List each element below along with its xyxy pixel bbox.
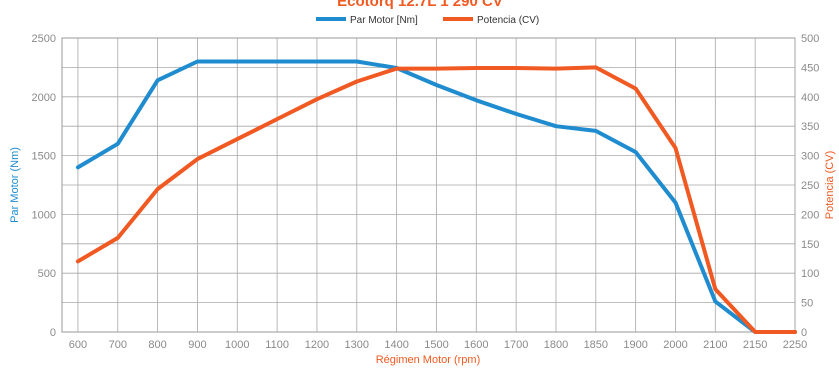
x-tick-label: 1400 — [384, 339, 408, 351]
y-right-tick-label: 100 — [801, 268, 819, 280]
chart-title: Ecotorq 12.7L 1 290 CV — [337, 0, 503, 10]
left-axis-title: Par Motor (Nm) — [9, 147, 21, 223]
y-right-tick-label: 500 — [801, 33, 819, 45]
y-left-tick-label: 2000 — [32, 92, 56, 104]
left-axis-ticks: 0 500 1000 1500 2000 2500 — [32, 33, 56, 339]
right-axis-title: Potencia (CV) — [824, 151, 836, 219]
x-tick-label: 1900 — [623, 339, 647, 351]
y-right-tick-label: 300 — [801, 151, 819, 163]
y-left-tick-label: 2500 — [32, 33, 56, 45]
y-right-tick-label: 350 — [801, 121, 819, 133]
y-left-tick-label: 0 — [50, 327, 56, 339]
legend: Par Motor [Nm] Potencia (CV) — [316, 15, 539, 26]
x-axis-title: Régimen Motor (rpm) — [376, 354, 481, 366]
x-tick-label: 2250 — [783, 339, 807, 351]
y-right-tick-label: 450 — [801, 62, 819, 74]
x-tick-label: 2000 — [663, 339, 687, 351]
y-right-tick-label: 0 — [801, 327, 807, 339]
x-tick-label: 1200 — [305, 339, 329, 351]
x-tick-label: 1800 — [544, 339, 568, 351]
y-left-tick-label: 1500 — [32, 151, 56, 163]
x-tick-label: 1300 — [345, 339, 369, 351]
x-tick-label: 1700 — [504, 339, 528, 351]
potencia-line — [75, 65, 797, 334]
x-tick-label: 1000 — [225, 339, 249, 351]
y-right-tick-label: 250 — [801, 180, 819, 192]
y-right-tick-label: 150 — [801, 239, 819, 251]
par-motor-line — [75, 59, 797, 334]
y-right-tick-label: 50 — [801, 298, 813, 310]
y-left-tick-label: 1000 — [32, 209, 56, 221]
x-tick-label: 800 — [148, 339, 166, 351]
y-right-tick-label: 200 — [801, 209, 819, 221]
legend-label-par-motor: Par Motor [Nm] — [350, 15, 418, 26]
series-lines — [75, 59, 797, 334]
x-tick-label: 900 — [188, 339, 206, 351]
y-right-tick-label: 400 — [801, 92, 819, 104]
x-tick-label: 600 — [69, 339, 87, 351]
legend-label-potencia: Potencia (CV) — [477, 15, 539, 26]
x-tick-label: 1850 — [584, 339, 608, 351]
x-axis-ticks: 600 700 800 900 1000 1100 1200 1300 1400 1500 1600… — [69, 339, 807, 351]
x-tick-label: 1100 — [265, 339, 289, 351]
y-left-tick-label: 500 — [38, 268, 56, 280]
x-tick-label: 700 — [109, 339, 127, 351]
right-axis-ticks: 0 50 100 150 200 250 300 350 400 450 500 — [801, 33, 819, 339]
x-tick-label: 2150 — [743, 339, 767, 351]
x-tick-label: 1600 — [464, 339, 488, 351]
x-tick-label: 2100 — [703, 339, 727, 351]
x-tick-label: 1500 — [424, 339, 448, 351]
